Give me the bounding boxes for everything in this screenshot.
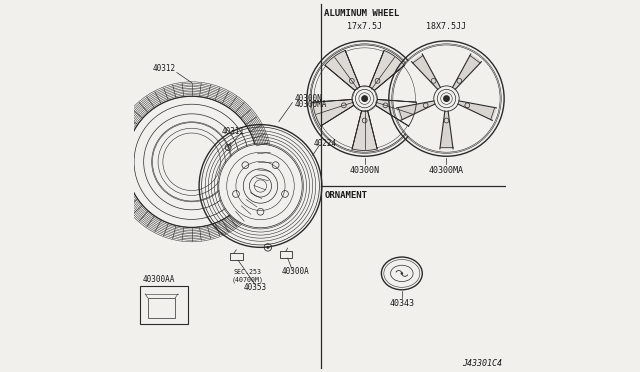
Text: 40312: 40312 bbox=[152, 64, 175, 73]
Polygon shape bbox=[369, 51, 404, 90]
Text: ALUMINUM WHEEL: ALUMINUM WHEEL bbox=[324, 9, 400, 17]
Polygon shape bbox=[448, 104, 492, 148]
Circle shape bbox=[401, 272, 403, 275]
Circle shape bbox=[393, 45, 500, 152]
Polygon shape bbox=[412, 54, 440, 89]
Circle shape bbox=[152, 123, 231, 201]
Circle shape bbox=[437, 89, 456, 108]
Circle shape bbox=[219, 144, 302, 228]
Text: 40300A: 40300A bbox=[282, 267, 310, 276]
Polygon shape bbox=[325, 51, 360, 90]
Text: 40224: 40224 bbox=[314, 138, 337, 148]
FancyBboxPatch shape bbox=[230, 253, 243, 260]
Text: 18X7.5JJ: 18X7.5JJ bbox=[426, 22, 467, 31]
Circle shape bbox=[355, 89, 374, 108]
Polygon shape bbox=[458, 101, 497, 121]
Polygon shape bbox=[368, 105, 408, 148]
Polygon shape bbox=[455, 62, 497, 108]
Circle shape bbox=[361, 95, 368, 102]
FancyBboxPatch shape bbox=[140, 286, 188, 324]
Circle shape bbox=[443, 95, 450, 102]
Text: 40353: 40353 bbox=[244, 283, 267, 292]
Circle shape bbox=[311, 45, 419, 152]
Text: SEC.253: SEC.253 bbox=[234, 269, 262, 275]
FancyBboxPatch shape bbox=[280, 251, 292, 258]
Polygon shape bbox=[422, 48, 471, 87]
Polygon shape bbox=[346, 48, 383, 87]
Text: 17x7.5J: 17x7.5J bbox=[347, 22, 382, 31]
Polygon shape bbox=[401, 104, 445, 148]
Text: ORNAMENT: ORNAMENT bbox=[324, 191, 367, 200]
Text: 40343: 40343 bbox=[389, 299, 414, 308]
Polygon shape bbox=[452, 54, 481, 89]
Polygon shape bbox=[313, 99, 354, 126]
Polygon shape bbox=[376, 99, 417, 126]
Text: 40300MA: 40300MA bbox=[294, 100, 326, 109]
Text: (40700M): (40700M) bbox=[232, 277, 264, 283]
Text: J43301C4: J43301C4 bbox=[462, 359, 502, 368]
Circle shape bbox=[250, 175, 271, 197]
Polygon shape bbox=[322, 105, 362, 148]
Text: 40300N: 40300N bbox=[294, 94, 322, 103]
Polygon shape bbox=[314, 66, 355, 102]
Polygon shape bbox=[397, 101, 435, 121]
Polygon shape bbox=[352, 111, 377, 150]
Text: 40311: 40311 bbox=[221, 128, 244, 137]
FancyBboxPatch shape bbox=[148, 298, 175, 318]
Text: 40300N: 40300N bbox=[349, 166, 380, 175]
Polygon shape bbox=[440, 111, 453, 149]
Text: 40300MA: 40300MA bbox=[429, 166, 464, 175]
Text: 40300AA: 40300AA bbox=[143, 275, 175, 284]
Polygon shape bbox=[396, 62, 438, 108]
Circle shape bbox=[266, 246, 269, 249]
Polygon shape bbox=[374, 66, 415, 102]
